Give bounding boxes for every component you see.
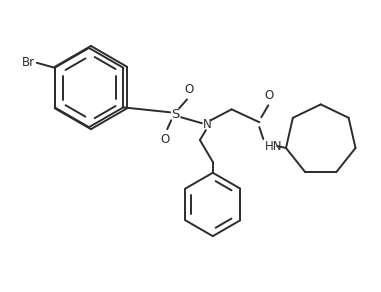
Text: HN: HN xyxy=(265,140,283,154)
Text: S: S xyxy=(171,108,179,121)
Text: O: O xyxy=(161,133,170,146)
Text: O: O xyxy=(265,89,274,102)
Text: N: N xyxy=(202,118,211,131)
Text: Br: Br xyxy=(22,56,35,69)
Text: O: O xyxy=(184,83,194,96)
